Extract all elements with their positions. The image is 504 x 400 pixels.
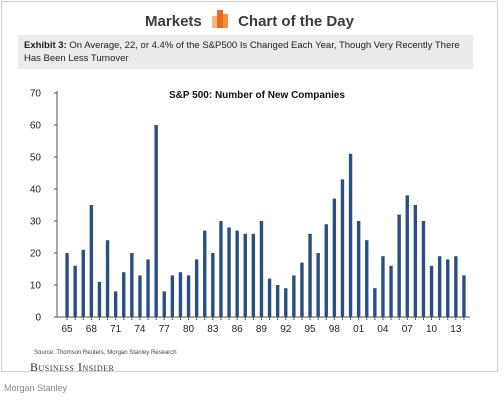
x-tick-label: 89	[256, 324, 268, 335]
bar-06	[397, 214, 401, 317]
x-tick-label: 04	[377, 324, 389, 335]
bar-78	[170, 275, 175, 317]
bar-07	[405, 195, 409, 317]
y-tick-label: 40	[30, 185, 42, 196]
bar-88	[251, 233, 256, 317]
bar-13	[454, 256, 458, 317]
bar-chart: S&P 500: Number of New Companies 0102030…	[30, 89, 470, 335]
bar-logo-icon	[211, 10, 228, 32]
y-tick-label: 30	[30, 217, 42, 228]
exhibit-text: On Average, 22, or 4.4% of the S&P500 Is…	[24, 40, 460, 64]
image-credit: Morgan Stanley	[4, 383, 68, 393]
x-tick-label: 01	[353, 324, 365, 335]
bar-90	[267, 278, 272, 317]
bar-69	[97, 281, 102, 317]
chart-bars	[65, 125, 466, 317]
y-tick-label: 60	[30, 121, 42, 132]
x-tick-label: 74	[134, 324, 146, 335]
bar-76	[154, 125, 158, 317]
bar-70	[105, 240, 110, 317]
chart-axes	[56, 91, 470, 318]
brand-markets: Markets	[145, 12, 202, 30]
chart-title: S&P 500: Number of New Companies	[169, 90, 345, 101]
x-tick-label: 65	[61, 324, 73, 335]
x-tick-label: 10	[426, 324, 438, 335]
bar-84	[219, 221, 223, 317]
bar-99	[340, 179, 345, 317]
bar-04	[381, 256, 385, 317]
bar-79	[178, 272, 183, 317]
bar-73	[130, 253, 134, 317]
source-note: Source: Thomson Reuters, Morgan Stanley …	[34, 350, 177, 356]
bar-82	[203, 230, 207, 317]
x-tick-label: 83	[207, 324, 219, 335]
bar-65	[65, 253, 69, 317]
x-tick-label: 13	[450, 324, 462, 335]
y-axis-ticks: 0 10 20 30 40 50 60 70	[30, 89, 57, 324]
bar-05	[389, 265, 393, 317]
bar-00	[348, 153, 353, 317]
bar-66	[73, 265, 77, 317]
exhibit-caption: Exhibit 3: On Average, 22, or 4.4% of th…	[18, 35, 473, 69]
bar-71	[113, 291, 118, 317]
brand-chart-of-the-day: Chart of the Day	[238, 12, 354, 30]
y-tick-label: 50	[30, 153, 42, 164]
bar-12	[446, 259, 450, 317]
bar-93	[292, 275, 296, 317]
bar-87	[243, 233, 247, 317]
bar-67	[81, 249, 85, 317]
chart-card: Markets Chart of the Day Exhibit 3: On A…	[1, 1, 498, 374]
bar-14	[462, 275, 466, 317]
bar-91	[275, 285, 280, 317]
y-tick-label: 20	[30, 249, 42, 260]
bar-72	[122, 272, 126, 317]
bar-80	[186, 275, 191, 317]
brand-header: Markets Chart of the Day	[2, 10, 497, 30]
bar-08	[413, 205, 418, 317]
x-tick-label: 77	[159, 324, 171, 335]
bar-77	[162, 291, 166, 317]
bar-09	[421, 221, 426, 317]
x-tick-label: 68	[86, 324, 98, 335]
x-tick-label: 92	[280, 324, 292, 335]
x-tick-label: 86	[232, 324, 244, 335]
bar-96	[316, 253, 320, 317]
bar-10	[429, 265, 434, 317]
publisher-logo: Business Insider	[30, 360, 115, 374]
bar-81	[194, 259, 199, 317]
bar-02	[365, 240, 369, 317]
bar-92	[284, 288, 288, 317]
bar-01	[356, 221, 361, 317]
bar-11	[437, 256, 442, 317]
x-axis-ticks: 65 68 71 74 77 80 83 86 89 92 95 98 01 04 07 10 13	[61, 317, 465, 335]
bar-86	[235, 230, 239, 317]
bar-98	[332, 198, 337, 317]
bar-85	[227, 227, 231, 317]
y-tick-label: 10	[30, 281, 42, 292]
bar-74	[138, 275, 142, 317]
bar-89	[259, 221, 264, 317]
bar-75	[146, 259, 150, 317]
x-tick-label: 98	[329, 324, 341, 335]
bar-83	[211, 253, 215, 317]
bar-68	[89, 205, 94, 317]
x-tick-label: 07	[402, 324, 414, 335]
bar-03	[373, 288, 377, 317]
y-tick-label: 70	[30, 89, 42, 100]
exhibit-label: Exhibit 3:	[24, 40, 67, 51]
bar-95	[308, 233, 312, 317]
bar-97	[324, 224, 328, 317]
x-tick-label: 80	[183, 324, 195, 335]
x-tick-label: 71	[110, 324, 122, 335]
y-tick-label: 0	[35, 313, 41, 324]
bar-94	[300, 262, 304, 317]
x-tick-label: 95	[304, 324, 316, 335]
